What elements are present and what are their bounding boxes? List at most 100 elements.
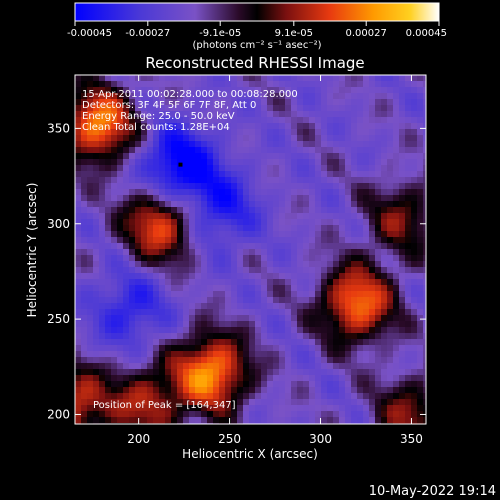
heatmap-cell xyxy=(369,291,376,298)
heatmap-cell xyxy=(315,165,322,172)
heatmap-cell xyxy=(315,105,322,112)
heatmap-cell xyxy=(345,255,352,262)
heatmap-cell xyxy=(369,135,376,142)
heatmap-cell xyxy=(141,93,148,100)
heatmap-cell xyxy=(243,405,250,412)
heatmap-cell xyxy=(75,105,82,112)
heatmap-cell xyxy=(357,267,364,274)
heatmap-cell xyxy=(249,327,256,334)
heatmap-cell xyxy=(219,87,226,94)
heatmap-cell xyxy=(321,327,328,334)
heatmap-cell xyxy=(123,129,130,136)
heatmap-cell xyxy=(357,177,364,184)
heatmap-cell xyxy=(183,105,190,112)
heatmap-cell xyxy=(111,249,118,256)
heatmap-cell xyxy=(243,315,250,322)
heatmap-cell xyxy=(99,129,106,136)
heatmap-cell xyxy=(93,345,100,352)
heatmap-cell xyxy=(399,303,406,310)
heatmap-cell xyxy=(315,87,322,94)
colorbar-tick-label: -0.00045 xyxy=(67,28,112,39)
heatmap-cell xyxy=(81,231,88,238)
heatmap-cell xyxy=(225,363,232,370)
heatmap-cell xyxy=(321,141,328,148)
heatmap-cell xyxy=(225,393,232,400)
heatmap-cell xyxy=(405,147,412,154)
heatmap-cell xyxy=(129,405,136,412)
heatmap-cell xyxy=(189,111,196,118)
heatmap-cell xyxy=(249,201,256,208)
heatmap-cell xyxy=(201,171,208,178)
heatmap-cell xyxy=(285,177,292,184)
heatmap-cell xyxy=(105,333,112,340)
heatmap-cell xyxy=(225,219,232,226)
heatmap-cell xyxy=(189,201,196,208)
heatmap-cell xyxy=(81,225,88,232)
heatmap-cell xyxy=(135,405,142,412)
heatmap-cell xyxy=(87,225,94,232)
heatmap-cell xyxy=(309,135,316,142)
heatmap-cell xyxy=(399,237,406,244)
heatmap-cell xyxy=(261,381,268,388)
heatmap-cell xyxy=(111,381,118,388)
heatmap-cell xyxy=(183,291,190,298)
heatmap-cell xyxy=(351,153,358,160)
heatmap-cell xyxy=(141,303,148,310)
heatmap-cell xyxy=(375,363,382,370)
heatmap-cell xyxy=(189,297,196,304)
heatmap-cell xyxy=(279,375,286,382)
heatmap-cell xyxy=(327,321,334,328)
heatmap-cell xyxy=(99,219,106,226)
heatmap-cell xyxy=(333,309,340,316)
heatmap-cell xyxy=(309,303,316,310)
heatmap-cell xyxy=(87,267,94,274)
heatmap-cell xyxy=(189,333,196,340)
heatmap-cell xyxy=(237,351,244,358)
colorbar-unit-label: (photons cm⁻² s⁻¹ asec⁻²) xyxy=(192,40,321,51)
heatmap-cell xyxy=(327,171,334,178)
heatmap-cell xyxy=(423,315,426,322)
heatmap-cell xyxy=(279,417,286,424)
heatmap-cell xyxy=(123,411,130,418)
heatmap-cell xyxy=(171,147,178,154)
heatmap-cell xyxy=(159,303,166,310)
heatmap-cell xyxy=(195,189,202,196)
heatmap-cell xyxy=(231,315,238,322)
heatmap-cell xyxy=(99,183,106,190)
heatmap-cell xyxy=(381,309,388,316)
heatmap-cell xyxy=(423,297,426,304)
heatmap-cell xyxy=(213,99,220,106)
heatmap-cell xyxy=(147,183,154,190)
heatmap-cell xyxy=(345,285,352,292)
heatmap-cell xyxy=(135,117,142,124)
heatmap-cell xyxy=(105,159,112,166)
heatmap-cell xyxy=(201,243,208,250)
heatmap-cell xyxy=(207,219,214,226)
heatmap-cell xyxy=(183,123,190,130)
heatmap-cell xyxy=(321,165,328,172)
heatmap-cell xyxy=(159,147,166,154)
heatmap-cell xyxy=(423,153,426,160)
heatmap-cell xyxy=(339,147,346,154)
heatmap-cell xyxy=(195,159,202,166)
heatmap-cell xyxy=(399,381,406,388)
heatmap-cell xyxy=(333,219,340,226)
heatmap-cell xyxy=(279,285,286,292)
heatmap-cell xyxy=(87,261,94,268)
heatmap-cell xyxy=(333,189,340,196)
heatmap-cell xyxy=(207,339,214,346)
heatmap-cell xyxy=(405,399,412,406)
heatmap-cell xyxy=(183,279,190,286)
heatmap-cell xyxy=(135,219,142,226)
heatmap-cell xyxy=(81,369,88,376)
heatmap-cell xyxy=(333,135,340,142)
heatmap-cell xyxy=(393,225,400,232)
heatmap-cell xyxy=(363,321,370,328)
heatmap-cell xyxy=(171,165,178,172)
heatmap-cell xyxy=(237,345,244,352)
heatmap-cell xyxy=(147,315,154,322)
heatmap-cell xyxy=(75,219,82,226)
heatmap-cell xyxy=(399,399,406,406)
heatmap-cell xyxy=(93,399,100,406)
heatmap-cell xyxy=(99,297,106,304)
